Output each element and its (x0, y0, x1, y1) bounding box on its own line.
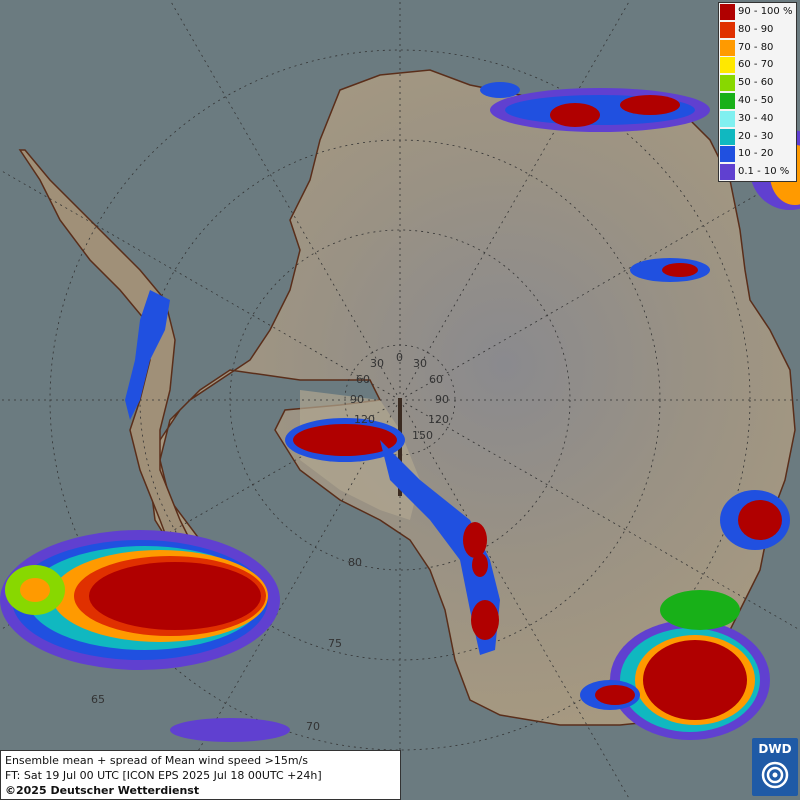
legend-swatch (720, 93, 735, 109)
lon-label: 60 (356, 373, 370, 386)
legend-label: 80 - 90 (738, 23, 773, 37)
legend-swatch (720, 129, 735, 145)
product-description: Ensemble mean + spread of Mean wind spee… (5, 753, 396, 768)
lon-label: 30 (370, 357, 384, 370)
lat-label: 80 (348, 556, 362, 569)
legend-swatch (720, 57, 735, 73)
legend-swatch (720, 146, 735, 162)
legend-swatch (720, 4, 735, 20)
legend-swatch (720, 164, 735, 180)
dwd-logo: DWD (752, 738, 798, 796)
legend-item: 90 - 100 % (719, 3, 796, 21)
legend-label: 60 - 70 (738, 58, 773, 72)
lon-label: 120 (428, 413, 449, 426)
legend-item: 70 - 80 (719, 39, 796, 57)
swirl-icon (760, 760, 790, 790)
legend-item: 60 - 70 (719, 56, 796, 74)
legend-item: 10 - 20 (719, 145, 796, 163)
legend-label: 90 - 100 % (738, 5, 792, 19)
lon-label: 150 (412, 429, 433, 442)
legend-label: 10 - 20 (738, 147, 773, 161)
forecast-info-box: Ensemble mean + spread of Mean wind spee… (0, 750, 401, 800)
legend-swatch (720, 111, 735, 127)
legend-item: 50 - 60 (719, 74, 796, 92)
legend-item: 80 - 90 (719, 21, 796, 39)
legend-swatch (720, 75, 735, 91)
dwd-logo-text: DWD (752, 742, 798, 756)
legend-label: 50 - 60 (738, 76, 773, 90)
legend-swatch (720, 40, 735, 56)
copyright: ©2025 Deutscher Wetterdienst (5, 783, 396, 798)
legend-item: 30 - 40 (719, 110, 796, 128)
legend-item: 20 - 30 (719, 128, 796, 146)
forecast-time: FT: Sat 19 Jul 00 UTC [ICON EPS 2025 Jul… (5, 768, 396, 783)
probability-legend: 90 - 100 % 80 - 90 70 - 80 60 - 70 50 - … (718, 2, 797, 182)
lat-label: 75 (328, 637, 342, 650)
lon-label: 90 (435, 393, 449, 406)
legend-item: 40 - 50 (719, 92, 796, 110)
lon-label: 30 (413, 357, 427, 370)
lon-label: 0 (396, 351, 403, 364)
legend-label: 30 - 40 (738, 112, 773, 126)
legend-label: 40 - 50 (738, 94, 773, 108)
legend-label: 20 - 30 (738, 130, 773, 144)
lon-label: 90 (350, 393, 364, 406)
lon-label: 60 (429, 373, 443, 386)
legend-label: 70 - 80 (738, 41, 773, 55)
lat-label: 70 (306, 720, 320, 733)
legend-label: 0.1 - 10 % (738, 165, 789, 179)
lon-label: 120 (354, 413, 375, 426)
legend-swatch (720, 22, 735, 38)
lat-label: 65 (91, 693, 105, 706)
legend-item: 0.1 - 10 % (719, 163, 796, 181)
